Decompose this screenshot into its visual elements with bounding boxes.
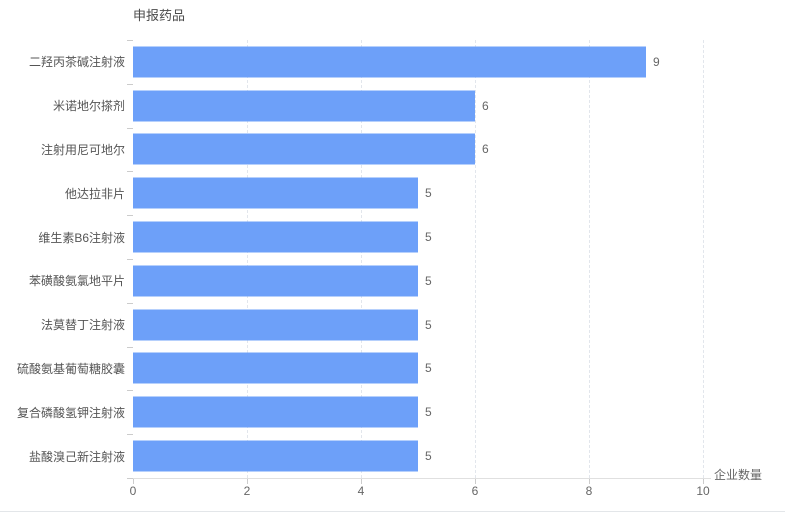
x-axis-tick bbox=[361, 479, 362, 484]
category-label: 米诺地尔搽剂 bbox=[52, 99, 125, 114]
bar-row: 5 bbox=[133, 434, 703, 478]
category-label: 苯磺酸氨氯地平片 bbox=[28, 274, 125, 289]
bar-row: 5 bbox=[133, 303, 703, 347]
bar-value-label: 5 bbox=[425, 449, 432, 464]
bottom-divider bbox=[0, 511, 785, 512]
category-label: 他达拉非片 bbox=[64, 186, 125, 201]
bar-value-label: 5 bbox=[425, 405, 432, 420]
y-axis-tick bbox=[127, 215, 133, 217]
x-tick-label: 2 bbox=[243, 484, 251, 498]
bar[interactable] bbox=[133, 90, 475, 122]
bar-row: 5 bbox=[133, 171, 703, 215]
bar-value-label: 6 bbox=[482, 142, 489, 157]
bar[interactable] bbox=[133, 396, 418, 428]
x-tick-label: 6 bbox=[471, 484, 479, 498]
bar[interactable] bbox=[133, 440, 418, 472]
category-label: 硫酸氨基葡萄糖胶囊 bbox=[16, 361, 125, 376]
bar-value-label: 5 bbox=[425, 273, 432, 288]
bar-value-label: 9 bbox=[653, 54, 660, 69]
y-axis-tick bbox=[127, 434, 133, 436]
bar[interactable] bbox=[133, 352, 418, 384]
y-axis-tick bbox=[127, 171, 133, 173]
gridline bbox=[703, 40, 704, 478]
x-axis-tick bbox=[247, 479, 248, 484]
gridline bbox=[247, 40, 248, 478]
bar-value-label: 5 bbox=[425, 186, 432, 201]
y-axis-tick bbox=[127, 302, 133, 304]
x-axis-tick bbox=[703, 479, 704, 484]
bar-value-label: 5 bbox=[425, 361, 432, 376]
y-axis-tick bbox=[127, 478, 133, 479]
y-axis-tick bbox=[127, 83, 133, 85]
y-axis-tick bbox=[127, 346, 133, 348]
bar-value-label: 5 bbox=[425, 317, 432, 332]
gridline bbox=[475, 40, 476, 478]
bar-value-label: 6 bbox=[482, 98, 489, 113]
bar-row: 6 bbox=[133, 84, 703, 128]
bar[interactable] bbox=[133, 177, 418, 209]
category-label: 法莫替丁注射液 bbox=[40, 318, 125, 333]
bar[interactable] bbox=[133, 46, 646, 78]
category-label: 注射用尼可地尔 bbox=[40, 142, 125, 157]
x-tick-label: 0 bbox=[129, 484, 137, 498]
x-tick-label: 10 bbox=[696, 484, 710, 498]
plot-area: 9 6 6 5 5 5 5 5 5 5 bbox=[127, 40, 704, 479]
bar-row: 5 bbox=[133, 347, 703, 391]
y-axis-tick bbox=[127, 127, 133, 129]
x-axis-name: 企业数量 bbox=[714, 468, 763, 482]
chart-title: 申报药品 bbox=[133, 8, 186, 23]
bar-row: 9 bbox=[133, 40, 703, 84]
x-tick-label: 4 bbox=[357, 484, 365, 498]
bar[interactable] bbox=[133, 309, 418, 341]
bar[interactable] bbox=[133, 265, 418, 297]
x-axis-tick bbox=[475, 479, 476, 484]
bar[interactable] bbox=[133, 221, 418, 253]
x-axis-tick bbox=[133, 479, 134, 484]
category-label: 复合磷酸氢钾注射液 bbox=[16, 405, 125, 420]
gridline bbox=[361, 40, 362, 478]
x-axis-line bbox=[133, 478, 711, 479]
bar-row: 5 bbox=[133, 259, 703, 303]
x-tick-label: 8 bbox=[585, 484, 593, 498]
y-axis-tick bbox=[127, 40, 133, 41]
y-axis-tick bbox=[127, 390, 133, 392]
bar-row: 6 bbox=[133, 128, 703, 172]
gridline bbox=[589, 40, 590, 478]
category-label: 维生素B6注射液 bbox=[38, 230, 125, 245]
bar-value-label: 5 bbox=[425, 230, 432, 245]
x-axis-tick bbox=[589, 479, 590, 484]
y-axis-category-labels: 二羟丙茶碱注射液米诺地尔搽剂注射用尼可地尔他达拉非片维生素B6注射液苯磺酸氨氯地… bbox=[0, 40, 125, 478]
bar[interactable] bbox=[133, 133, 475, 165]
bar-rows: 9 6 6 5 5 5 5 5 5 5 bbox=[133, 40, 703, 478]
category-label: 二羟丙茶碱注射液 bbox=[28, 55, 125, 70]
bar-row: 5 bbox=[133, 215, 703, 259]
y-axis-tick bbox=[127, 259, 133, 260]
category-label: 盐酸溴己新注射液 bbox=[28, 449, 125, 464]
bar-row: 5 bbox=[133, 390, 703, 434]
